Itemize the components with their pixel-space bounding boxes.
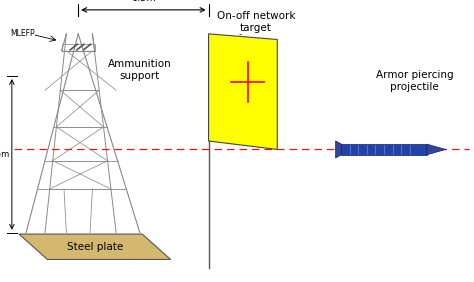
- Polygon shape: [427, 144, 446, 155]
- Polygon shape: [19, 234, 171, 259]
- Text: Steel plate: Steel plate: [67, 242, 123, 252]
- Bar: [341, 144, 427, 155]
- Text: Ammunition
support: Ammunition support: [108, 59, 172, 81]
- Text: Armor piercing
projectile: Armor piercing projectile: [376, 70, 454, 92]
- Polygon shape: [336, 141, 341, 158]
- Text: On-off network
target: On-off network target: [217, 11, 295, 33]
- Polygon shape: [209, 34, 277, 149]
- Text: 0.5m: 0.5m: [131, 0, 156, 3]
- Text: 1.5m: 1.5m: [0, 150, 9, 159]
- Text: MLEFP: MLEFP: [10, 29, 35, 38]
